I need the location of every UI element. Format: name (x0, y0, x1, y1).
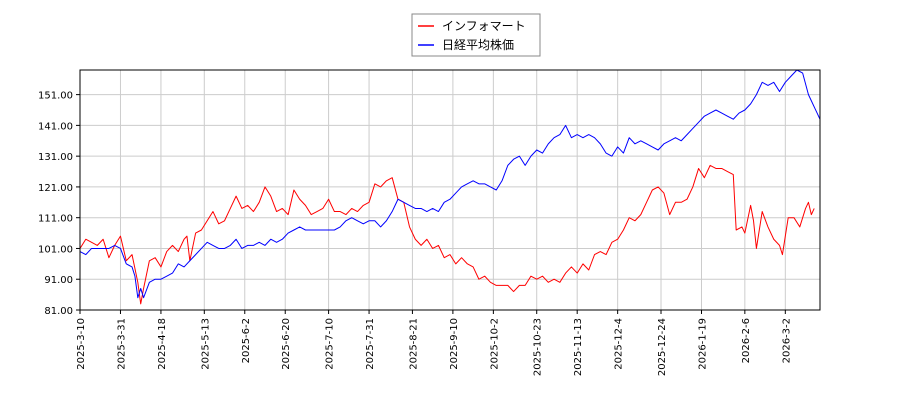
x-tick-label: 2026-3-2 (781, 318, 792, 363)
grid (79, 70, 820, 311)
y-axis-ticks: 81.00 91.00 101.00 111.00 121.00 131.00 141.00… (38, 91, 80, 317)
y-tick-label: 131.00 (38, 152, 73, 163)
x-tick-label: 2025-3-31 (116, 318, 127, 370)
x-tick-label: 2025-3-10 (76, 318, 87, 370)
y-tick-label: 151.00 (38, 91, 73, 102)
x-tick-label: 2025-4-18 (157, 318, 168, 370)
x-tick-label: 2025-12-24 (657, 318, 668, 376)
y-tick-label: 141.00 (38, 121, 73, 132)
x-tick-label: 2025-5-13 (200, 318, 211, 370)
y-tick-label: 101.00 (38, 244, 73, 255)
series-line-0 (79, 164, 815, 305)
legend-label-0: インフォマート (442, 19, 526, 33)
series-line-1 (79, 69, 821, 299)
y-tick-label: 111.00 (38, 214, 73, 225)
x-axis-ticks: 2025-3-10 2025-3-31 2025-4-18 2025-5-13 2025… (76, 310, 792, 376)
x-tick-label: 2025-10-23 (533, 318, 544, 376)
x-tick-label: 2025-10-2 (489, 318, 500, 370)
series (79, 69, 821, 305)
y-tick-label: 91.00 (44, 275, 73, 286)
x-tick-label: 2025-6-20 (281, 318, 292, 370)
x-tick-label: 2025-7-31 (365, 318, 376, 370)
x-tick-label: 2025-8-21 (408, 318, 419, 370)
x-tick-label: 2025-11-13 (573, 318, 584, 376)
y-tick-label: 81.00 (44, 306, 73, 317)
legend-label-1: 日経平均株価 (442, 37, 514, 52)
x-tick-label: 2025-9-10 (449, 318, 460, 370)
x-tick-label: 2026-2-6 (741, 318, 752, 363)
x-tick-label: 2026-1-19 (697, 318, 708, 370)
x-tick-label: 2025-7-10 (325, 318, 336, 370)
plot-frame (79, 69, 821, 311)
x-tick-label: 2025-6-2 (241, 318, 252, 363)
x-tick-label: 2025-12-4 (614, 318, 625, 370)
legend-box (411, 13, 541, 57)
y-tick-label: 121.00 (38, 183, 73, 194)
